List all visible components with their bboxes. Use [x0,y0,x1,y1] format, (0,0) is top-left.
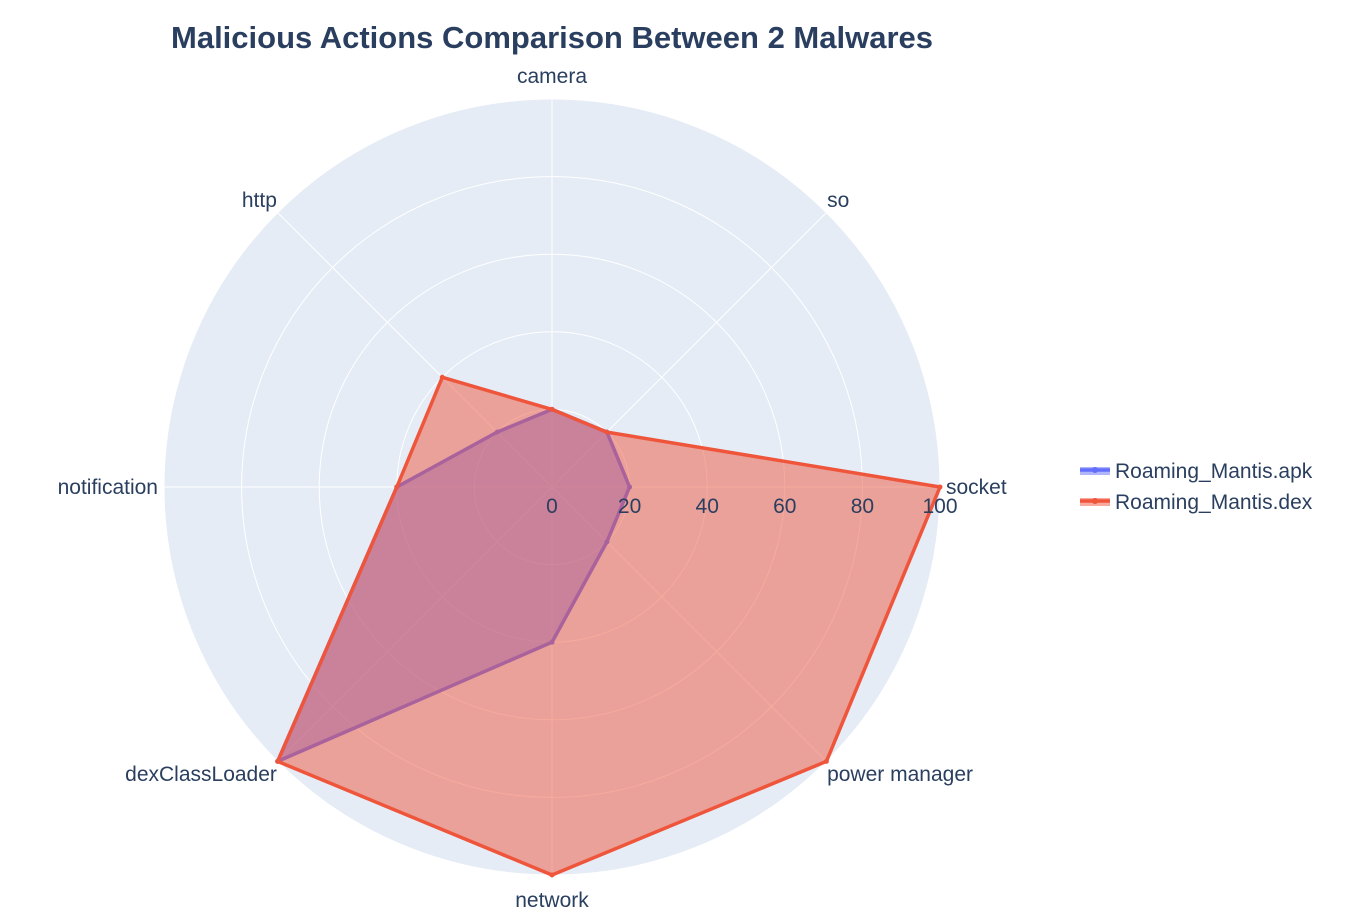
legend-marker [1092,498,1098,504]
angular-axis-labels: socket so camera http notification dexClassLo… [58,65,1007,912]
legend-label: Roaming_Mantis.apk [1115,460,1313,483]
axis-label-socket: socket [946,476,1007,499]
data-point [604,429,610,435]
data-point [549,872,555,878]
legend-item-1[interactable]: Roaming_Mantis.apk [1080,460,1313,483]
series-layer [275,374,943,878]
data-point [439,374,445,380]
axis-label-power-manager: power manager [827,763,973,786]
radial-tick-label: 100 [922,495,957,518]
axis-label-network: network [515,889,589,912]
chart-title: Malicious Actions Comparison Between 2 M… [171,20,933,55]
axis-label-dexclassloader: dexClassLoader [125,763,277,786]
axis-label-http: http [242,189,277,212]
legend-label: Roaming_Mantis.dex [1115,491,1313,514]
legend-item-2[interactable]: Roaming_Mantis.dex [1080,491,1313,514]
radial-tick-label: 0 [546,495,558,518]
radial-tick-label: 60 [773,495,796,518]
data-point [823,758,829,764]
data-point [937,484,943,490]
radial-tick-label: 20 [618,495,641,518]
legend: Roaming_Mantis.apk Roaming_Mantis.dex [1080,460,1313,514]
axis-label-notification: notification [58,476,158,499]
axis-label-camera: camera [517,65,587,88]
radial-tick-label: 40 [696,495,719,518]
data-point [549,406,555,412]
axis-label-so: so [827,189,849,212]
radial-tick-label: 80 [851,495,874,518]
data-point [394,484,400,490]
radial-axis-ticks: 0 20 40 60 80 100 [546,495,957,518]
legend-marker [1092,467,1098,473]
data-point [275,758,281,764]
series-2 [275,374,943,878]
